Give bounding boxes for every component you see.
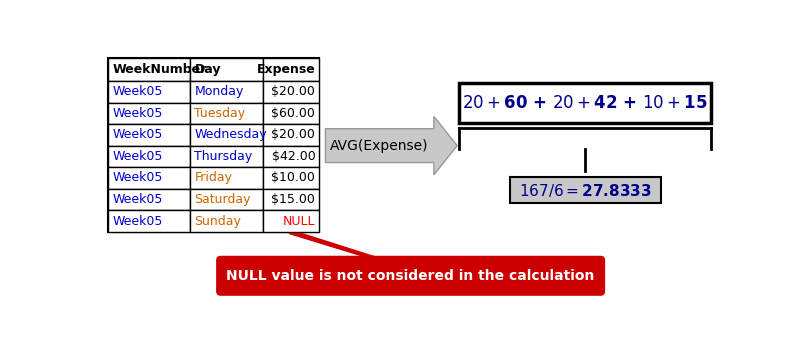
Text: Week05: Week05 (113, 107, 163, 120)
Bar (263, 124, 319, 146)
Text: Week05: Week05 (113, 85, 163, 98)
Bar (263, 146, 319, 167)
Bar (190, 81, 263, 103)
Text: Thursday: Thursday (194, 150, 253, 163)
Bar (263, 103, 319, 124)
Bar (109, 210, 190, 232)
Bar (460, 83, 712, 123)
Text: Week05: Week05 (113, 214, 163, 227)
Text: Sunday: Sunday (194, 214, 242, 227)
Bar (263, 167, 319, 189)
Polygon shape (325, 116, 457, 175)
Text: $167 / 6 = $27.8333: $167 / 6 = $27.8333 (519, 182, 652, 199)
Polygon shape (289, 234, 382, 259)
Bar (109, 189, 190, 210)
Text: $60.00: $60.00 (271, 107, 316, 120)
Text: Week05: Week05 (113, 128, 163, 142)
Bar (263, 210, 319, 232)
FancyBboxPatch shape (216, 256, 605, 296)
Text: WeekNumber: WeekNumber (113, 63, 207, 76)
Bar (263, 189, 319, 210)
Bar (109, 124, 190, 146)
Text: $20 + $60 + $20 + $42 + $10 + $15: $20 + $60 + $20 + $42 + $10 + $15 (462, 94, 708, 112)
Text: $42.00: $42.00 (271, 150, 316, 163)
Text: Tuesday: Tuesday (194, 107, 246, 120)
Bar (109, 167, 190, 189)
Bar (109, 103, 190, 124)
Bar (190, 167, 263, 189)
Text: Day: Day (194, 63, 221, 76)
Bar (109, 58, 190, 81)
Bar (510, 177, 661, 203)
Bar (263, 58, 319, 81)
Bar (190, 103, 263, 124)
Text: Week05: Week05 (113, 193, 163, 206)
Text: Expense: Expense (257, 63, 316, 76)
Text: NULL value is not considered in the calculation: NULL value is not considered in the calc… (226, 269, 595, 283)
Text: Wednesday: Wednesday (194, 128, 267, 142)
Text: Monday: Monday (194, 85, 244, 98)
Text: Saturday: Saturday (194, 193, 251, 206)
Bar (263, 81, 319, 103)
Bar (109, 81, 190, 103)
Bar (190, 189, 263, 210)
Text: Week05: Week05 (113, 150, 163, 163)
Text: $10.00: $10.00 (271, 172, 316, 184)
Bar (109, 146, 190, 167)
Text: $15.00: $15.00 (271, 193, 316, 206)
Text: $20.00: $20.00 (271, 85, 316, 98)
Bar (109, 58, 319, 232)
Text: Friday: Friday (194, 172, 233, 184)
Text: Week05: Week05 (113, 172, 163, 184)
Bar (190, 146, 263, 167)
Text: NULL: NULL (283, 214, 316, 227)
Bar (190, 210, 263, 232)
Text: AVG(Expense): AVG(Expense) (330, 139, 429, 153)
Bar (190, 124, 263, 146)
Bar (190, 58, 263, 81)
Text: $20.00: $20.00 (271, 128, 316, 142)
